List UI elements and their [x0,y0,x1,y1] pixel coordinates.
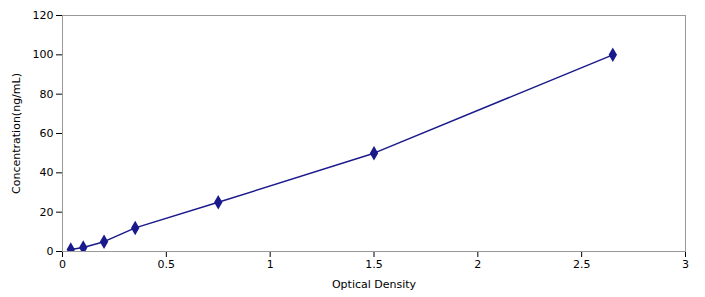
svg-text:2: 2 [474,258,481,271]
svg-text:100: 100 [33,48,54,61]
svg-text:3: 3 [682,258,689,271]
svg-text:120: 120 [33,9,54,22]
svg-text:Concentration(ng/mL): Concentration(ng/mL) [10,73,23,194]
svg-text:20: 20 [40,206,54,219]
svg-text:0: 0 [47,245,54,258]
svg-text:0.5: 0.5 [158,258,176,271]
svg-text:60: 60 [40,127,54,140]
svg-text:1.5: 1.5 [365,258,383,271]
svg-text:2.5: 2.5 [573,258,591,271]
svg-text:40: 40 [40,166,54,179]
svg-text:0: 0 [59,258,66,271]
svg-text:Optical Density: Optical Density [332,278,417,291]
svg-text:1: 1 [267,258,274,271]
svg-text:80: 80 [40,88,54,101]
